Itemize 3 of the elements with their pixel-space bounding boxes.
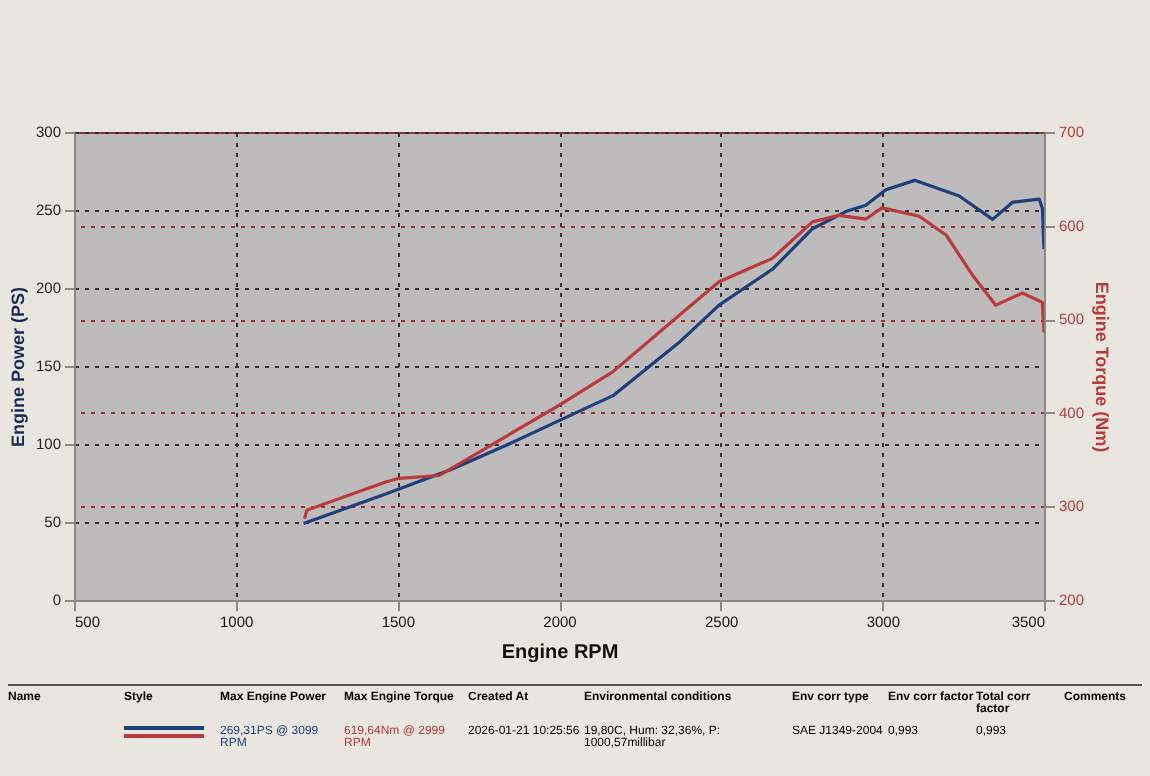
- y2-axis-title: Engine Torque (Nm): [1092, 281, 1113, 453]
- y-axis-title: Engine Power (PS): [7, 286, 28, 448]
- x-axis-title: Engine RPM: [501, 642, 619, 664]
